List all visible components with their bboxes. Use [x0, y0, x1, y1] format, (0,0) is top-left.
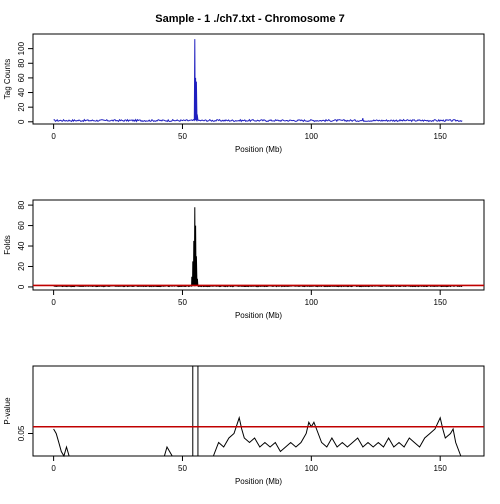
- y-tick-label: 0.05: [17, 425, 26, 441]
- y-tick-label: 20: [17, 261, 26, 270]
- panel-3: 0 50 100 150 0.05 Position (Mb) P-value: [3, 365, 485, 486]
- y-tick-label: 0: [17, 284, 26, 289]
- plot-frame: [32, 365, 485, 457]
- x-tick-label: 150: [434, 464, 448, 473]
- y-axis-label: P-value: [3, 397, 12, 425]
- x-tick-label: 150: [434, 298, 448, 307]
- data-series-line: [163, 445, 173, 457]
- x-axis-label: Position (Mb): [235, 145, 282, 154]
- x-tick-label: 100: [305, 132, 319, 141]
- x-tick-label: 100: [305, 298, 319, 307]
- x-axis-label: Position (Mb): [235, 311, 282, 320]
- y-tick-label: 60: [17, 221, 26, 230]
- panel-1: 0 50 100 150 0 20 40 60 80 100 Position (Mb) Tag Co…: [3, 33, 485, 154]
- x-tick-label: 0: [51, 464, 56, 473]
- x-tick-label: 50: [178, 464, 187, 473]
- plot-frame: [32, 33, 485, 125]
- y-tick-label: 40: [17, 241, 26, 250]
- x-tick-label: 0: [51, 298, 56, 307]
- data-series-line: [53, 428, 70, 458]
- y-tick-label: 0: [17, 119, 26, 124]
- data-series-line: [53, 39, 463, 123]
- x-tick-label: 150: [434, 132, 448, 141]
- x-tick-label: 100: [305, 464, 319, 473]
- x-tick-label: 0: [51, 132, 56, 141]
- y-axis-label: Tag Counts: [3, 59, 12, 99]
- x-tick-label: 50: [178, 298, 187, 307]
- panel-2: 0 50 100 150 0 20 40 60 80 Position (Mb) Folds: [3, 199, 485, 320]
- y-tick-label: 40: [17, 88, 26, 97]
- x-axis-label: Position (Mb): [235, 477, 282, 486]
- y-tick-label: 20: [17, 102, 26, 111]
- y-tick-label: 100: [17, 41, 26, 55]
- plot-frame: [32, 199, 485, 291]
- chart-title: Sample - 1 ./ch7.txt - Chromosome 7: [155, 13, 345, 25]
- y-axis-label: Folds: [3, 235, 12, 255]
- y-tick-label: 80: [17, 200, 26, 209]
- data-series-line: [212, 415, 462, 457]
- data-series-line: [53, 207, 463, 288]
- x-tick-label: 50: [178, 132, 187, 141]
- y-tick-label: 60: [17, 73, 26, 82]
- y-tick-label: 80: [17, 58, 26, 67]
